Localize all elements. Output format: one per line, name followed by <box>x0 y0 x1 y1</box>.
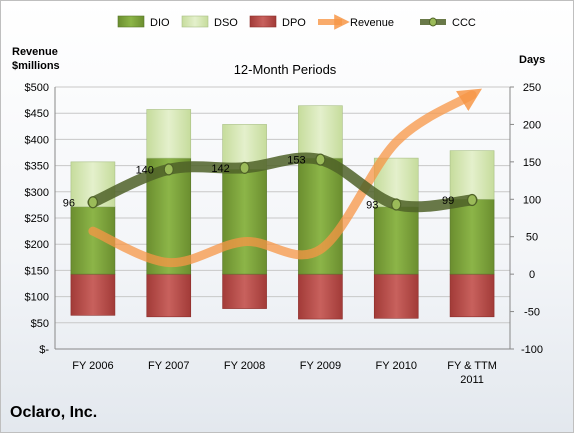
category-label: FY 2007 <box>148 360 189 372</box>
left-tick-label: $450 <box>25 108 49 120</box>
legend-label: DSO <box>214 17 238 29</box>
left-tick-label: $500 <box>25 82 49 94</box>
right-tick-label: 100 <box>523 194 541 206</box>
ccc-point <box>239 161 250 174</box>
legend-label: DPO <box>282 17 306 29</box>
bar-dio <box>449 198 495 275</box>
category-label: FY 2006 <box>72 360 113 372</box>
right-tick-label: -50 <box>524 307 540 319</box>
left-axis-title-line2: $millions <box>12 60 60 72</box>
legend-marker-ccc <box>429 17 437 27</box>
right-tick-label: 150 <box>523 157 541 169</box>
ccc-data-label: 99 <box>442 195 454 207</box>
right-tick-label: -100 <box>521 344 543 356</box>
bar-dso <box>298 105 343 159</box>
legend: DIO DSO DPO Revenue CCC <box>117 14 476 30</box>
left-tick-label: $50 <box>31 318 49 330</box>
category-label: FY 2009 <box>300 360 341 372</box>
right-tick-label: 250 <box>523 82 541 94</box>
category-label-line: 2011 <box>460 374 484 386</box>
left-tick-label: $400 <box>25 134 49 146</box>
category-label: FY & TTM 2011 <box>447 360 497 386</box>
ccc-point <box>87 196 99 209</box>
ccc-data-label: 140 <box>136 164 154 176</box>
ccc-point <box>391 198 402 211</box>
legend-swatch-dio <box>117 15 145 28</box>
bar-dpo <box>222 273 267 309</box>
left-tick-label: $150 <box>25 265 49 277</box>
right-axis-title: Days <box>519 54 545 66</box>
left-tick-label: $350 <box>25 161 49 173</box>
ccc-data-label: 142 <box>211 163 229 175</box>
bar-dpo <box>373 273 419 319</box>
left-tick-label: $- <box>39 344 49 356</box>
legend-label: CCC <box>452 17 476 29</box>
bar-dpo <box>298 273 343 320</box>
left-tick-label: $250 <box>25 213 49 225</box>
bar-dpo <box>70 273 116 316</box>
left-axis-title-line1: Revenue <box>12 46 58 58</box>
bar-dso <box>449 150 495 200</box>
revenue-series-line <box>88 88 483 268</box>
bar-dpo <box>449 273 495 318</box>
category-label: FY 2008 <box>224 360 265 372</box>
right-tick-label: 50 <box>526 232 538 244</box>
left-tick-label: $200 <box>25 239 49 251</box>
left-tick-label: $300 <box>25 187 49 199</box>
legend-label: Revenue <box>350 17 394 29</box>
legend-swatch-dso <box>181 15 209 28</box>
ccc-point <box>163 163 174 176</box>
bar-dpo <box>146 273 192 318</box>
bar-dio <box>222 169 267 275</box>
legend-label: DIO <box>150 17 170 29</box>
right-tick-label: 0 <box>529 269 535 281</box>
company-name: Oclaro, Inc. <box>10 404 98 421</box>
category-label-line: FY & TTM <box>447 360 497 372</box>
bar-dio <box>373 206 419 275</box>
left-tick-label: $100 <box>25 292 49 304</box>
category-label: FY 2010 <box>376 360 417 372</box>
chart-title: 12-Month Periods <box>234 62 337 77</box>
ccc-data-label: 96 <box>63 197 75 209</box>
ccc-data-label: 93 <box>366 200 378 212</box>
legend-swatch-dpo <box>249 15 277 28</box>
ccc-point <box>466 193 478 207</box>
ccc-data-label: 153 <box>287 155 305 167</box>
right-tick-label: 200 <box>523 119 541 131</box>
plot-area: $- $50 $100 $150 $200 $250 $300 $350 $400 $450 $50… <box>25 82 544 386</box>
bar-dso <box>146 109 192 159</box>
ccc-point <box>315 153 326 166</box>
